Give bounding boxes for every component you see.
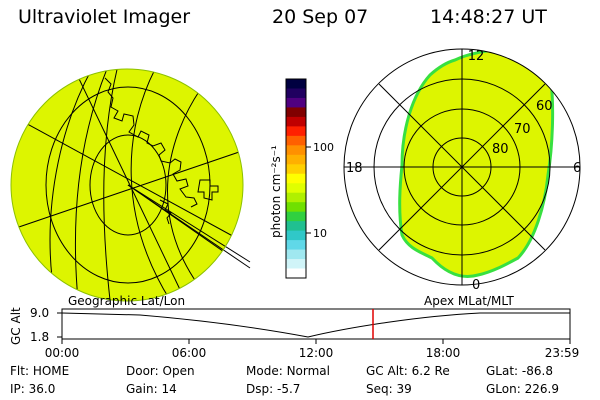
colorbar-segment [286, 126, 306, 137]
coastline [104, 77, 198, 208]
coastline-island [197, 179, 219, 201]
colorbar-segment [286, 192, 306, 203]
status-door: Door: Open [126, 364, 195, 378]
colorbar-segment [286, 116, 306, 127]
left-image-edge [10, 68, 244, 302]
colorbar-segment [286, 164, 306, 175]
colorbar-segment [286, 107, 306, 118]
colorbar-segment [286, 230, 306, 241]
colorbar-unit: photon cm⁻²s⁻¹ [269, 145, 283, 238]
mlt-label-18: 18 [346, 161, 363, 176]
left-image-disk [11, 69, 243, 301]
timeline-xlabel-1800: 18:00 [426, 346, 461, 360]
status-gc-alt: GC Alt: 6.2 Re [366, 364, 450, 378]
coastline-fragment [159, 199, 172, 225]
colorbar-segment [286, 173, 306, 184]
mlt-line-diag-2 [378, 83, 546, 251]
mlt-label-0: 0 [472, 278, 480, 293]
meridian-line [127, 184, 251, 263]
status-glat: GLat: -86.8 [486, 364, 553, 378]
colorbar-segment [286, 88, 306, 99]
colorbar-segment [286, 249, 306, 260]
colorbar-gradient [286, 79, 306, 279]
colorbar-label-100: 100 [313, 141, 334, 154]
status-flt: Flt: HOME [10, 364, 70, 378]
colorbar-frame [285, 78, 307, 279]
meridian-line-2 [127, 184, 251, 269]
colorbar-segment [286, 259, 306, 270]
colorbar-segment [286, 145, 306, 156]
instrument-title: Ultraviolet Imager [18, 6, 191, 28]
mlat-label-60: 60 [536, 99, 553, 114]
status-seq: Seq: 39 [366, 382, 412, 396]
colorbar-segment [286, 183, 306, 194]
status-glon: GLon: 226.9 [486, 382, 559, 396]
mlt-label-12: 12 [468, 49, 485, 64]
altitude-curve [61, 312, 570, 338]
colorbar-label-10: 10 [313, 227, 327, 240]
colorbar-segment [286, 135, 306, 146]
colorbar-segment [286, 211, 306, 222]
timeline-xlabel-0600: 06:00 [172, 346, 207, 360]
colorbar-segment [286, 240, 306, 251]
time-display: 14:48:27 UT [430, 6, 547, 28]
mlat-label-70: 70 [514, 122, 531, 137]
date-display: 20 Sep 07 [272, 6, 369, 28]
colorbar-segment [286, 202, 306, 213]
altitude-timeline: GC Alt 9.0 1.8 00:00 06:00 12:00 18:00 2… [9, 306, 579, 360]
status-gain: Gain: 14 [126, 382, 177, 396]
magnetic-map: 12 18 6 0 60 70 80 [343, 48, 581, 293]
colorbar-segment [286, 154, 306, 165]
timeline-ylabel-1.8: 1.8 [30, 330, 49, 344]
status-mode: Mode: Normal [246, 364, 330, 378]
left-map-label: Geographic Lat/Lon [68, 294, 186, 308]
colorbar-segment [286, 79, 306, 90]
colorbar-segment [286, 268, 306, 279]
timeline-xlabel-2359: 23:59 [545, 346, 580, 360]
aurora-image [398, 49, 555, 278]
geographic-map [10, 68, 251, 302]
timeline-xlabel-0000: 00:00 [45, 346, 80, 360]
timeline-ylabel: GC Alt [9, 307, 23, 345]
geographic-grid [11, 69, 243, 301]
status-dsp: Dsp: -5.7 [246, 382, 301, 396]
colorbar: 100 10 photon cm⁻²s⁻¹ [269, 78, 334, 279]
colorbar-segment [286, 221, 306, 232]
timeline-xticks [61, 339, 571, 344]
aurora-region [398, 49, 555, 278]
mlt-label-6: 6 [573, 161, 581, 176]
colorbar-segment [286, 97, 306, 109]
timeline-xlabel-1200: 12:00 [299, 346, 334, 360]
right-map-label: Apex MLat/MLT [424, 294, 514, 308]
mlat-label-80: 80 [492, 142, 509, 157]
status-ip: IP: 36.0 [10, 382, 56, 396]
timeline-ylabel-9: 9.0 [30, 306, 49, 320]
mlat-grid [343, 48, 581, 286]
